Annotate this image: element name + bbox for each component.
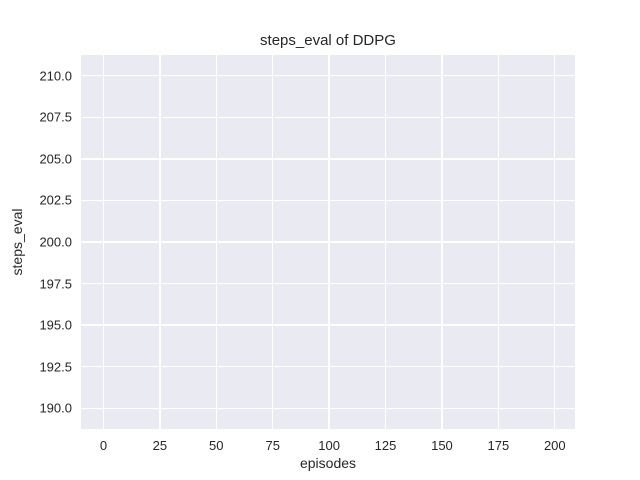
gridline-horizontal [81,75,575,77]
x-axis-label: episodes [299,455,357,471]
x-tick-label: 25 [152,438,168,453]
gridline-horizontal [81,116,575,119]
y-tick-label: 197.5 [39,276,72,292]
x-tick-label: 50 [209,438,224,453]
y-tick-label: 202.5 [39,192,72,208]
y-axis-label: steps_eval [9,208,25,276]
plot-area [81,55,575,429]
y-tick-label: 190.0 [39,400,72,416]
gridline-horizontal [81,324,575,326]
gridline-horizontal [81,365,575,368]
gridline-horizontal [81,158,575,160]
x-tick-label: 200 [543,438,566,453]
chart-title: steps_eval of DDPG [260,32,396,49]
y-tick-label: 195.0 [39,317,72,333]
gridline-horizontal [81,407,575,409]
x-tick-label: 150 [431,438,453,453]
x-tick-label: 0 [99,438,108,453]
y-tick-label: 205.0 [39,151,72,167]
gridline-horizontal [81,241,575,243]
x-tick-label: 125 [374,438,397,453]
y-tick-label: 192.5 [39,359,72,375]
x-tick-label: 75 [265,438,280,453]
y-tick-label: 207.5 [39,109,72,125]
x-tick-label: 100 [318,438,340,453]
y-tick-label: 200.0 [39,234,72,250]
y-tick-label: 210.0 [39,68,72,84]
gridline-horizontal [81,199,575,202]
x-tick-label: 175 [487,438,510,453]
gridline-horizontal [81,282,575,285]
